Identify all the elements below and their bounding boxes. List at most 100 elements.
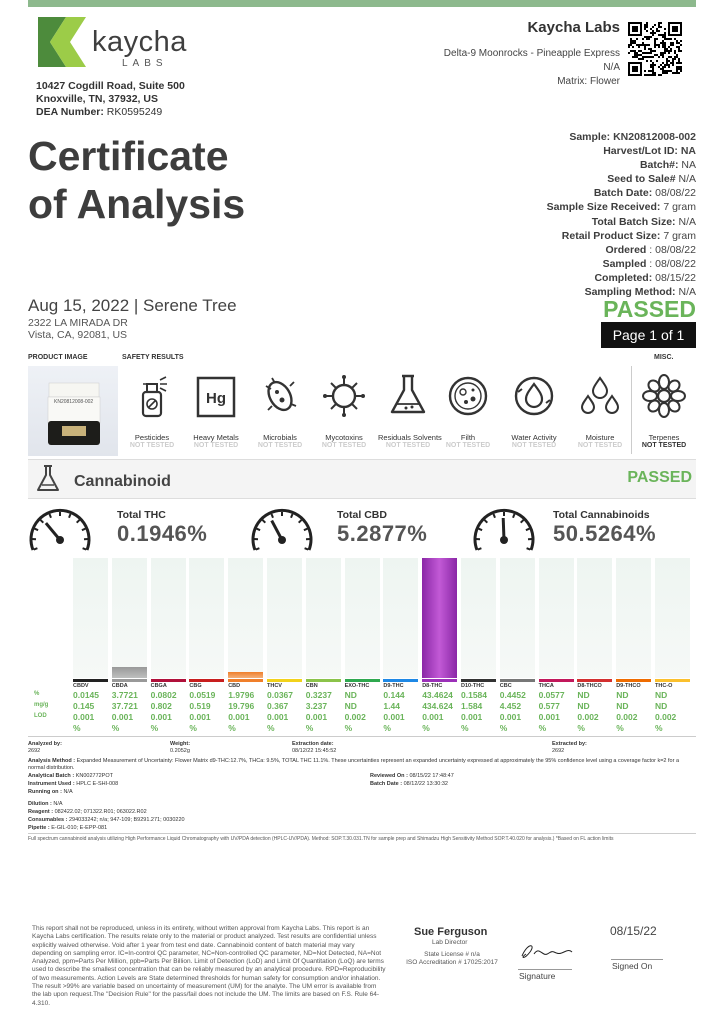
- compound-color-line: [655, 679, 690, 682]
- compound-pct: 1.9796: [228, 690, 255, 700]
- safety-item-heavy-metals: Hg Heavy Metals NOT TESTED: [186, 372, 246, 449]
- logo-sub: LABS: [122, 58, 168, 69]
- compound-name: THCV: [267, 683, 282, 689]
- compound-mg: 4.452: [499, 701, 522, 711]
- gauge-icon: [29, 508, 91, 551]
- compound-mg: 0.802: [150, 701, 172, 711]
- compound-color-line: [538, 679, 574, 682]
- page-title: Certificate of Analysis: [28, 133, 246, 227]
- compound-lod: 0.001: [73, 712, 95, 722]
- compound-pct: 0.4452: [499, 690, 526, 700]
- signature-image: [521, 945, 573, 958]
- weight: Weight: 0.2052g: [170, 741, 191, 754]
- safety-item-moisture: Moisture NOT TESTED: [570, 372, 630, 449]
- sample-info-row: Total Batch Size: N/A: [591, 215, 696, 228]
- compound-column: [577, 558, 613, 678]
- gauge-icon: [473, 508, 535, 551]
- compound-color-line: [383, 679, 419, 682]
- microbe-icon: [265, 377, 297, 412]
- compound-mg: 37.721: [111, 701, 138, 711]
- compound-column: [538, 558, 574, 678]
- compound-column: [499, 558, 535, 678]
- safety-results-label: SAFETY RESULTS: [122, 354, 184, 361]
- lab-name: Kaycha Labs: [527, 19, 620, 36]
- sample-info-row: Batch#: NA: [639, 159, 696, 172]
- signed-on-line: [611, 959, 663, 960]
- compound-unit: %: [344, 723, 353, 733]
- total-value: 5.2877%: [337, 521, 428, 546]
- compound-column: [228, 558, 264, 678]
- compound-name: CBDA: [111, 683, 128, 689]
- safety-item-pesticides: Pesticides NOT TESTED: [122, 372, 182, 449]
- compound-mg: 0.367: [267, 701, 289, 711]
- compound-column: [111, 558, 147, 678]
- method-footnote: Full spectrum cannabinoid analysis utili…: [28, 836, 614, 842]
- signed-date: 08/15/22: [610, 924, 657, 938]
- compound-column: [267, 558, 302, 678]
- mycotoxin-icon: [323, 375, 365, 417]
- safety-status: NOT TESTED: [445, 442, 491, 449]
- compound-mg: 3.237: [305, 701, 328, 711]
- compound-unit: %: [150, 723, 159, 733]
- product-image: KN20812008-002: [28, 366, 118, 456]
- analyzed-by: Analyzed by: 2692: [28, 741, 62, 754]
- compound-column: [150, 558, 186, 678]
- heavy-metals-hg-icon: Hg: [196, 376, 236, 418]
- matrix: Matrix: Flower: [557, 76, 620, 87]
- safety-name: Pesticides: [134, 433, 170, 442]
- safety-item-filth: Filth NOT TESTED: [438, 372, 498, 449]
- compound-column: [383, 558, 419, 678]
- logo-wordmark: kaycha: [92, 26, 187, 58]
- compound-column: [655, 558, 690, 678]
- compound-color-line: [305, 679, 341, 682]
- qr-code-icon[interactable]: [628, 22, 682, 76]
- compound-lod: 0.002: [577, 712, 599, 722]
- safety-item-terpenes: Terpenes NOT TESTED: [634, 372, 694, 449]
- compound-mg: 0.519: [189, 701, 211, 711]
- compound-name: CBG: [189, 683, 202, 689]
- compound-color-line: [577, 679, 613, 682]
- safety-status: NOT TESTED: [577, 442, 623, 449]
- product-name: Delta-9 Moonrocks - Pineapple Express: [443, 48, 620, 59]
- safety-item-water-activity: Water Activity NOT TESTED: [504, 372, 564, 449]
- compound-unit: %: [267, 723, 275, 733]
- compound-mg: 19.796: [228, 701, 255, 711]
- cannabinoid-header: [28, 459, 696, 499]
- safety-name: Water Activity: [511, 433, 557, 442]
- misc-divider: [631, 366, 632, 454]
- analytical-batch: Analytical Batch : KN002772POT: [28, 773, 113, 779]
- compound-color-line: [189, 679, 225, 682]
- compound-color-line: [150, 679, 186, 682]
- dilution: Dilution : N/A: [28, 801, 63, 807]
- compound-pct: 0.0519: [189, 690, 216, 700]
- signed-on-label: Signed On: [612, 961, 653, 971]
- compound-pct: 3.7721: [111, 690, 138, 700]
- compound-column: [189, 558, 225, 678]
- license-info: State License # n/a ISO Accreditation # …: [406, 951, 498, 966]
- water-drop-icon: [514, 376, 554, 416]
- compound-name: THC-O: [655, 683, 673, 689]
- compound-unit: %: [422, 723, 430, 733]
- compound-name: D9-THC: [383, 683, 404, 689]
- compound-color-line: [73, 679, 108, 682]
- total-label: Total THC: [117, 509, 166, 521]
- sample-info-row: Completed: 08/15/22: [594, 271, 696, 284]
- product-image-label: PRODUCT IMAGE: [28, 354, 88, 361]
- page-indicator: Page 1 of 1: [601, 322, 696, 348]
- compound-lod: 0.002: [616, 712, 638, 722]
- compound-mg: ND: [577, 701, 590, 711]
- cannabinoid-status: PASSED: [627, 469, 692, 486]
- compound-mg: ND: [616, 701, 629, 711]
- compound-color-line: [344, 679, 380, 682]
- disclaimer: This report shall not be reproduced, unl…: [32, 925, 386, 1007]
- consumables: Consumables : 294033242; n/a; 947-109; B…: [28, 817, 185, 823]
- misc-label: MISC.: [654, 354, 674, 361]
- compound-lod: 0.001: [499, 712, 522, 722]
- compound-name: D9-THCO: [616, 683, 641, 689]
- sample-info-row: Batch Date: 08/08/22: [593, 187, 696, 200]
- compound-column: [344, 558, 380, 678]
- product-jar-image: [47, 382, 101, 445]
- sample-info-row: Sampling Method: N/A: [584, 286, 696, 299]
- safety-name: Heavy Metals: [193, 433, 239, 442]
- safety-status: NOT TESTED: [641, 442, 687, 449]
